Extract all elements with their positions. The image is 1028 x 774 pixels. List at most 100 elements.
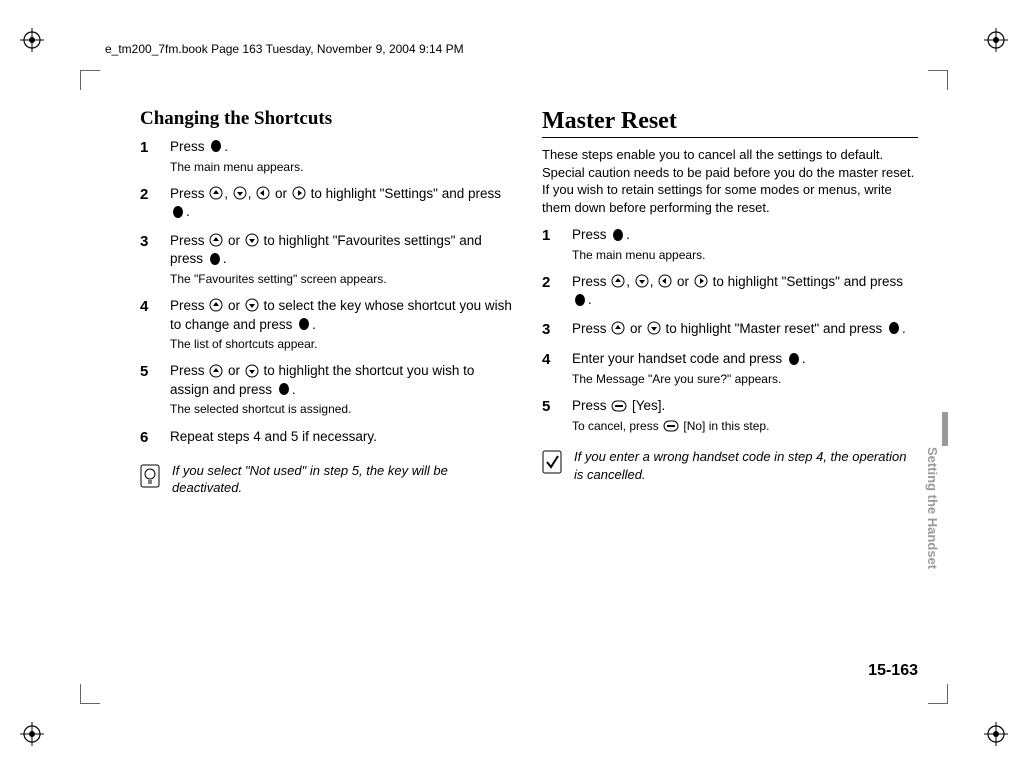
step-item: 3Press or to highlight "Master reset" an…	[542, 320, 918, 340]
step-body: Press or to highlight "Master reset" and…	[572, 320, 918, 340]
step-number: 4	[542, 350, 572, 387]
crop-mark-br	[984, 722, 1008, 746]
step-subtext: The selected shortcut is assigned.	[170, 401, 516, 417]
crop-mark-tr	[984, 28, 1008, 52]
step-number: 5	[542, 397, 572, 434]
step-subtext: The Message "Are you sure?" appears.	[572, 371, 918, 387]
up-key-icon	[611, 273, 625, 291]
center-key-icon	[171, 204, 185, 222]
left-key-icon	[658, 273, 672, 291]
step-subtext: The main menu appears.	[170, 159, 516, 175]
check-icon	[542, 448, 564, 483]
step-text: Repeat steps 4 and 5 if necessary.	[170, 428, 516, 446]
step-number: 1	[542, 226, 572, 263]
note-right-text: If you enter a wrong handset code in ste…	[574, 448, 918, 483]
step-item: 3Press or to highlight "Favourites setti…	[140, 232, 516, 287]
soft-key-icon	[663, 418, 679, 434]
center-key-icon	[277, 381, 291, 399]
center-key-icon	[787, 351, 801, 369]
step-body: Repeat steps 4 and 5 if necessary.	[170, 428, 516, 448]
step-text: Press or to select the key whose shortcu…	[170, 297, 516, 334]
step-item: 2Press , , or to highlight "Settings" an…	[542, 273, 918, 310]
up-key-icon	[209, 297, 223, 315]
step-text: Enter your handset code and press .	[572, 350, 918, 369]
up-key-icon	[209, 232, 223, 250]
down-key-icon	[245, 297, 259, 315]
right-column: Master Reset These steps enable you to c…	[542, 108, 918, 497]
note-left-text: If you select "Not used" in step 5, the …	[172, 462, 516, 497]
up-key-icon	[209, 185, 223, 203]
step-body: Press [Yes]. To cancel, press [No] in thi…	[572, 397, 918, 434]
page-corner-bl	[80, 684, 100, 704]
master-reset-intro: These steps enable you to cancel all the…	[542, 146, 918, 216]
left-column: Changing the Shortcuts 1Press . The main …	[140, 108, 516, 497]
right-key-icon	[292, 185, 306, 203]
crop-mark-tl	[20, 28, 44, 52]
down-key-icon	[647, 320, 661, 338]
step-number: 6	[140, 428, 170, 448]
step-text: Press [Yes].	[572, 397, 918, 416]
down-key-icon	[245, 232, 259, 250]
section-title-master-reset: Master Reset	[542, 108, 918, 138]
right-key-icon	[694, 273, 708, 291]
step-number: 3	[140, 232, 170, 287]
step-number: 2	[140, 185, 170, 222]
step-number: 2	[542, 273, 572, 310]
up-key-icon	[209, 363, 223, 381]
step-body: Press , , or to highlight "Settings" and…	[170, 185, 516, 222]
step-text: Press or to highlight "Master reset" and…	[572, 320, 918, 339]
down-key-icon	[635, 273, 649, 291]
center-key-icon	[208, 251, 222, 269]
step-text: Press or to highlight "Favourites settin…	[170, 232, 516, 269]
step-body: Press or to highlight the shortcut you w…	[170, 362, 516, 417]
up-key-icon	[611, 320, 625, 338]
section-title-shortcuts: Changing the Shortcuts	[140, 108, 516, 130]
note-left: If you select "Not used" in step 5, the …	[140, 462, 516, 497]
step-item: 4Enter your handset code and press . The …	[542, 350, 918, 387]
step-item: 2Press , , or to highlight "Settings" an…	[140, 185, 516, 222]
step-body: Enter your handset code and press . The M…	[572, 350, 918, 387]
step-number: 5	[140, 362, 170, 417]
step-subtext: To cancel, press [No] in this step.	[572, 418, 918, 435]
step-subtext: The "Favourites setting" screen appears.	[170, 271, 516, 287]
step-item: 1Press . The main menu appears.	[140, 138, 516, 175]
step-item: 1Press . The main menu appears.	[542, 226, 918, 263]
step-text: Press , , or to highlight "Settings" and…	[572, 273, 918, 310]
center-key-icon	[887, 320, 901, 338]
step-number: 3	[542, 320, 572, 340]
step-number: 4	[140, 297, 170, 352]
step-text: Press .	[572, 226, 918, 245]
bulb-icon	[140, 462, 162, 497]
step-body: Press . The main menu appears.	[170, 138, 516, 175]
down-key-icon	[245, 363, 259, 381]
center-key-icon	[297, 316, 311, 334]
step-text: Press or to highlight the shortcut you w…	[170, 362, 516, 399]
left-key-icon	[256, 185, 270, 203]
step-number: 1	[140, 138, 170, 175]
step-text: Press , , or to highlight "Settings" and…	[170, 185, 516, 222]
side-tab-bar	[942, 412, 948, 446]
step-item: 6Repeat steps 4 and 5 if necessary.	[140, 428, 516, 448]
side-tab-label: Setting the Handset	[922, 418, 940, 598]
center-key-icon	[611, 227, 625, 245]
step-body: Press or to highlight "Favourites settin…	[170, 232, 516, 287]
note-right: If you enter a wrong handset code in ste…	[542, 448, 918, 483]
step-body: Press . The main menu appears.	[572, 226, 918, 263]
page-corner-br	[928, 684, 948, 704]
step-body: Press or to select the key whose shortcu…	[170, 297, 516, 352]
down-key-icon	[233, 185, 247, 203]
step-body: Press , , or to highlight "Settings" and…	[572, 273, 918, 310]
step-item: 5Press [Yes]. To cancel, press [No] in th…	[542, 397, 918, 434]
step-item: 4Press or to select the key whose shortc…	[140, 297, 516, 352]
center-key-icon	[209, 138, 223, 156]
step-item: 5Press or to highlight the shortcut you …	[140, 362, 516, 417]
page-content: Changing the Shortcuts 1Press .The main …	[140, 108, 918, 684]
page-corner-tr	[928, 70, 948, 90]
crop-mark-bl	[20, 722, 44, 746]
page-corner-tl	[80, 70, 100, 90]
center-key-icon	[573, 292, 587, 310]
step-subtext: The main menu appears.	[572, 247, 918, 263]
book-header: e_tm200_7fm.book Page 163 Tuesday, Novem…	[105, 42, 464, 56]
soft-key-icon	[611, 397, 627, 415]
step-text: Press .	[170, 138, 516, 157]
